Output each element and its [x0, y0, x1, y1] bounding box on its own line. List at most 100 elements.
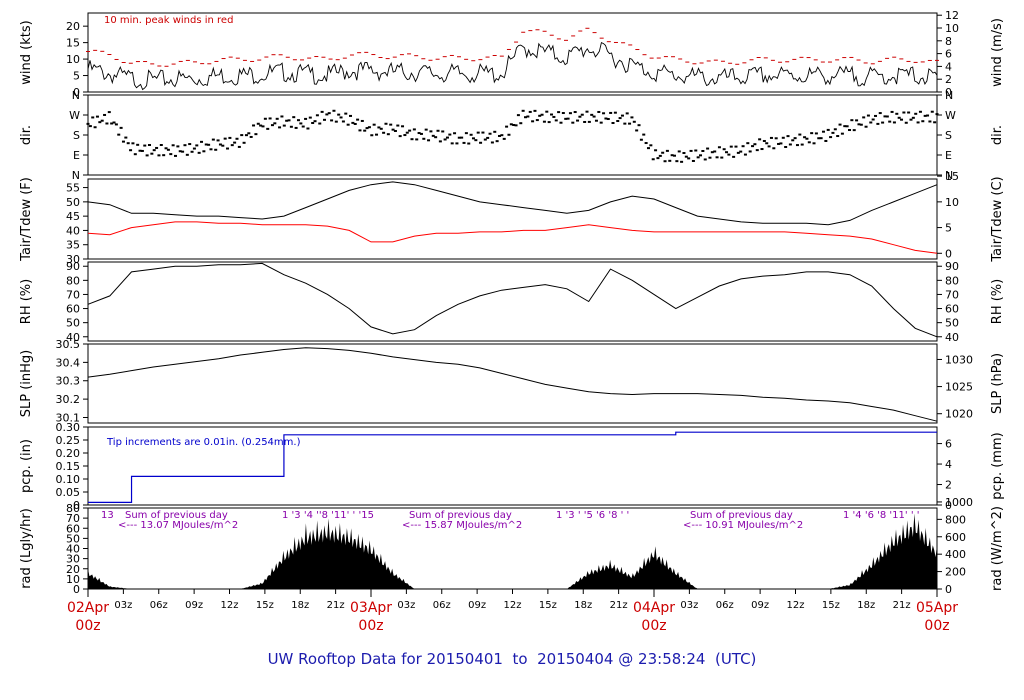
direction-point — [665, 149, 669, 152]
direction-point — [850, 119, 854, 122]
direction-point — [471, 137, 475, 140]
rh-right-tick-label: 80 — [945, 274, 959, 287]
direction-point — [138, 149, 142, 152]
direction-point — [424, 128, 428, 131]
x-hour-label: 09z — [751, 600, 769, 611]
direction-point — [930, 110, 934, 113]
direction-point — [838, 123, 842, 126]
precip-annotation: Tip increments are 0.01in. (0.254mm.) — [106, 437, 301, 448]
direction-point — [883, 115, 887, 118]
dir-right-tick-label: S — [945, 129, 952, 142]
direction-point — [736, 151, 740, 154]
direction-point — [550, 113, 554, 116]
rad-tick-label: 60 — [66, 522, 80, 535]
direction-point — [412, 128, 416, 131]
direction-point — [836, 135, 840, 138]
direction-point — [725, 151, 729, 154]
x-date-time-label: 00z — [75, 618, 100, 634]
direction-point — [247, 132, 251, 135]
direction-point — [462, 141, 466, 144]
slp-tick-label: 30.4 — [56, 356, 81, 369]
direction-point — [166, 148, 170, 151]
x-hour-label: 09z — [185, 600, 203, 611]
direction-point — [197, 151, 201, 154]
direction-point — [223, 137, 227, 140]
direction-point — [370, 134, 374, 137]
direction-point — [505, 125, 509, 128]
direction-point — [528, 110, 532, 113]
rad-right-tick-label: 0 — [945, 583, 952, 596]
x-hour-label: 21z — [893, 600, 911, 611]
direction-point — [497, 134, 501, 137]
direction-point — [112, 121, 116, 124]
wind-tick-label: 15 — [66, 37, 80, 50]
direction-point — [252, 124, 256, 127]
wind-right-tick-label: 8 — [945, 35, 952, 48]
direction-point — [784, 146, 788, 149]
direction-point — [900, 118, 904, 121]
wind-right-tick-label: 6 — [945, 48, 952, 61]
direction-point — [559, 121, 563, 124]
direction-point — [431, 134, 435, 137]
pcp-ylabel: pcp. (in) — [19, 439, 34, 493]
radiation-annotation: 1 '3 ' '5 '6 '8 ' ' — [556, 510, 629, 521]
rh-right-tick-label: 40 — [945, 331, 959, 344]
direction-point — [268, 117, 272, 120]
direction-point — [396, 124, 400, 127]
temp-ylabel-right: Tair/Tdew (C) — [990, 176, 1005, 262]
direction-point — [171, 144, 175, 147]
direction-point — [365, 127, 369, 130]
x-date-label: 03Apr — [350, 600, 392, 616]
direction-point — [218, 143, 222, 146]
direction-point — [334, 120, 338, 123]
direction-point — [663, 160, 667, 163]
slp-ylabel-right: SLP (hPa) — [990, 353, 1005, 414]
pcp-tick-label: 0 — [73, 499, 80, 512]
rh-right-tick-label: 60 — [945, 303, 959, 316]
pressure-line — [87, 347, 938, 422]
direction-point — [892, 121, 896, 124]
direction-point — [715, 156, 719, 159]
direction-point — [821, 130, 825, 133]
direction-point — [774, 137, 778, 140]
direction-point — [259, 124, 263, 127]
direction-point — [921, 120, 925, 123]
direction-point — [852, 129, 856, 132]
direction-point — [618, 117, 622, 120]
x-hour-label: 09z — [468, 600, 486, 611]
direction-point — [677, 150, 681, 153]
direction-point — [280, 115, 284, 118]
direction-point — [599, 121, 603, 124]
rh-right-tick-label: 50 — [945, 317, 959, 330]
direction-point — [401, 125, 405, 128]
direction-point — [890, 110, 894, 113]
direction-point — [315, 114, 319, 117]
x-date-label: 04Apr — [633, 600, 675, 616]
direction-point — [824, 139, 828, 142]
wind-right-tick-label: 4 — [945, 60, 952, 73]
rh-tick-label: 60 — [66, 303, 80, 316]
x-hour-label: 18z — [857, 600, 875, 611]
direction-point — [689, 149, 693, 152]
rh-ylabel-right: RH (%) — [990, 279, 1005, 324]
panel-frame — [87, 94, 938, 176]
direction-point — [178, 150, 182, 153]
direction-point — [668, 159, 672, 162]
direction-point — [384, 122, 388, 125]
panel-frame — [87, 343, 938, 424]
rh-tick-label: 50 — [66, 317, 80, 330]
temp-tick-label: 40 — [66, 224, 80, 237]
direction-point — [864, 125, 868, 128]
direction-point — [812, 142, 816, 145]
direction-point — [734, 145, 738, 148]
wind-tick-label: 0 — [73, 86, 80, 99]
direction-point — [902, 111, 906, 114]
direction-point — [604, 117, 608, 120]
direction-point — [779, 142, 783, 145]
direction-point — [145, 154, 149, 157]
direction-point — [713, 150, 717, 153]
humidity-line — [87, 262, 938, 338]
temp-tick-label: 45 — [66, 210, 80, 223]
direction-point — [682, 152, 686, 155]
direction-point — [403, 134, 407, 137]
